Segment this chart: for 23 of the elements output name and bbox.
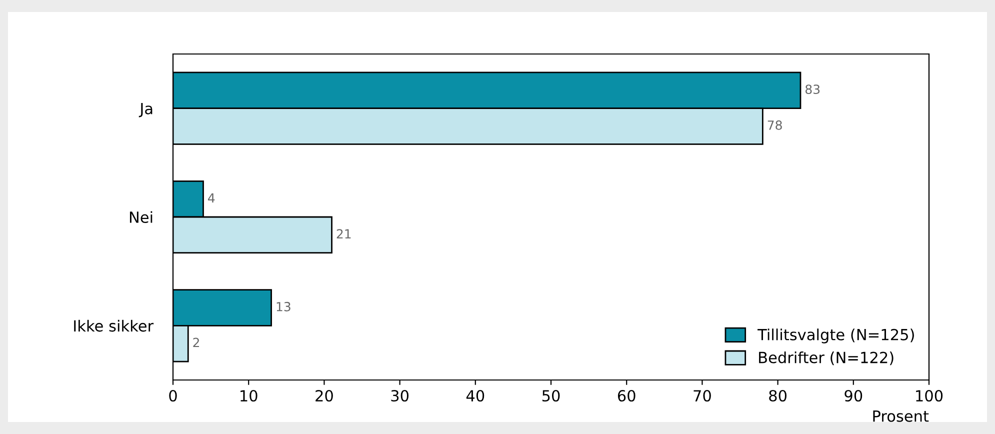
x-tick-label: 100 xyxy=(916,390,943,402)
x-tick-label: 70 xyxy=(694,390,711,402)
data-label: 21 xyxy=(336,229,351,238)
x-tick-label: 60 xyxy=(618,390,636,402)
x-axis-title: Prosent xyxy=(873,410,929,422)
x-tick-label: 30 xyxy=(391,390,409,402)
x-tick-label: 90 xyxy=(844,390,862,402)
data-label: 83 xyxy=(805,84,820,94)
x-tick-label: 50 xyxy=(542,390,560,402)
x-tick-label: 40 xyxy=(466,390,484,402)
legend-label: Bedrifter (N=122) xyxy=(759,351,894,366)
data-label: 13 xyxy=(276,302,290,312)
x-tick-label: 0 xyxy=(169,390,177,402)
data-label: 2 xyxy=(193,338,199,348)
legend-label: Tillitsvalgte (N=125) xyxy=(758,328,914,344)
data-label: 78 xyxy=(768,120,782,130)
y-tick-label: Nei xyxy=(130,211,152,224)
x-tick-label: 80 xyxy=(769,390,787,402)
x-tick-label: 10 xyxy=(240,390,258,402)
x-tick-label: 20 xyxy=(316,390,333,402)
data-label: 4 xyxy=(208,193,215,203)
y-tick-label: Ikke sikker xyxy=(74,320,154,332)
y-tick-label: Ja xyxy=(138,103,152,118)
